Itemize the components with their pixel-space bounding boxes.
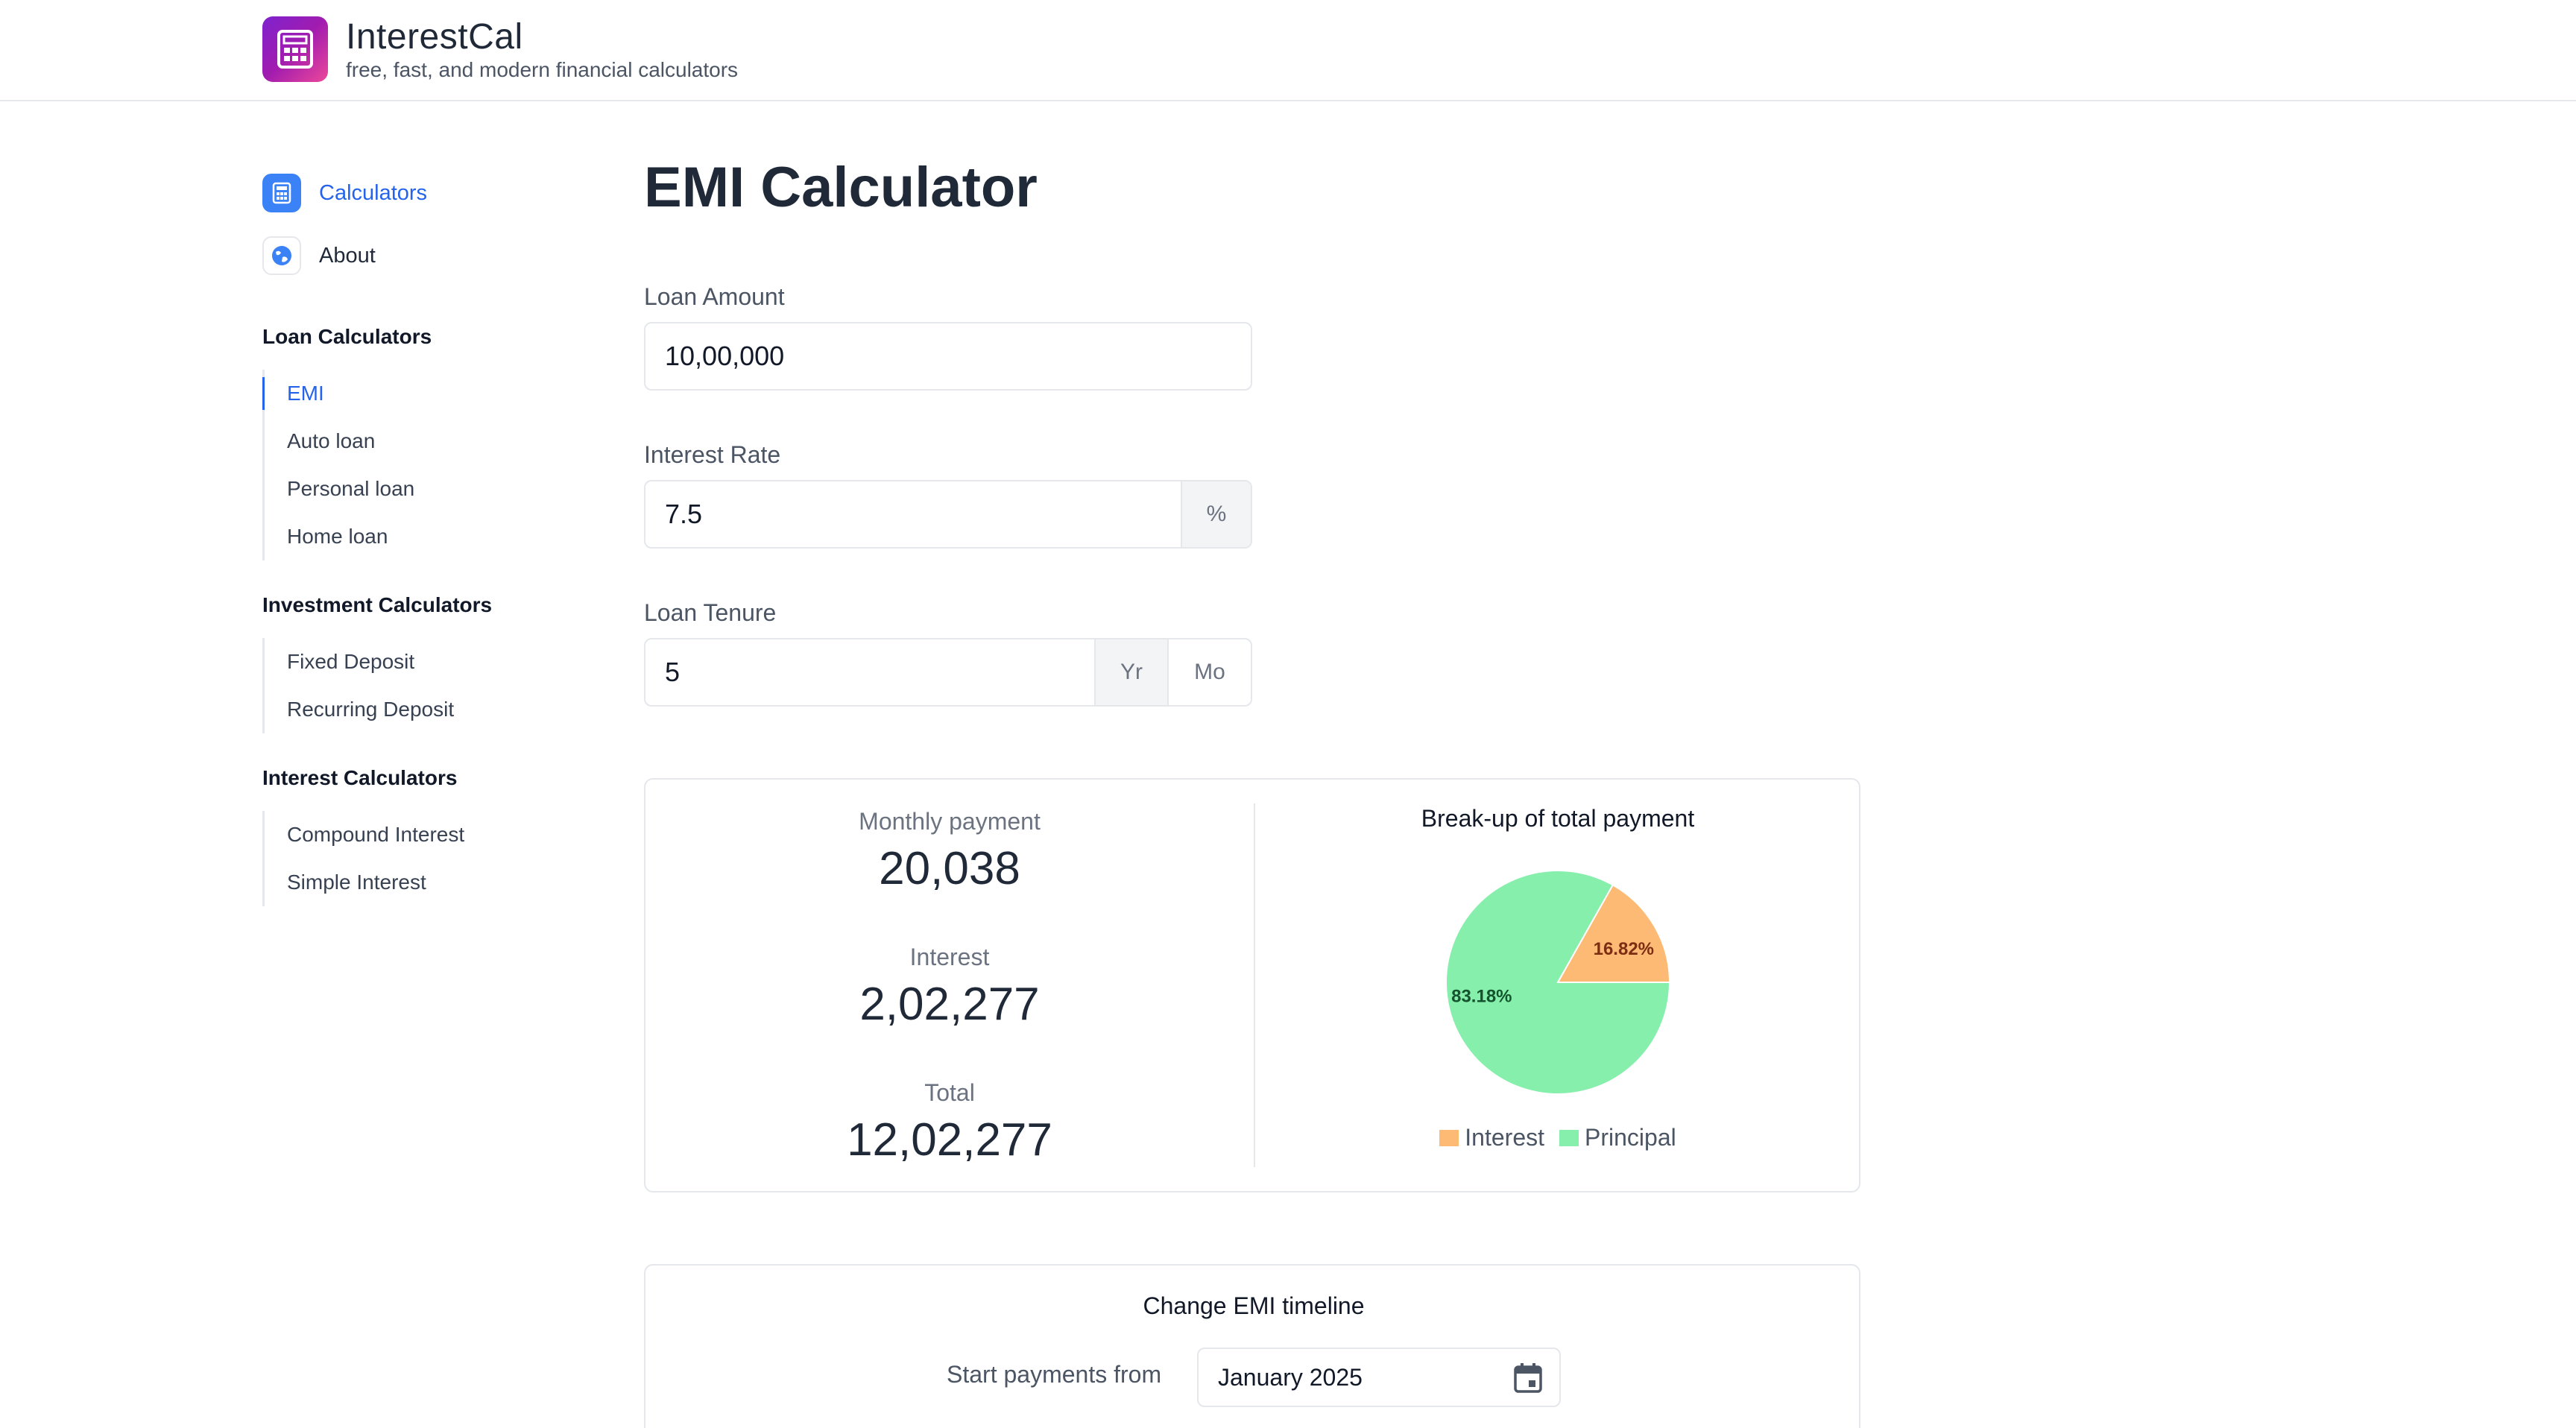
tenure-year-toggle[interactable]: Yr bbox=[1094, 639, 1167, 705]
sidebar-item-simple-interest[interactable]: Simple Interest bbox=[287, 871, 426, 894]
loan-amount-field[interactable]: 10,00,000 bbox=[644, 322, 1252, 391]
sidebar-item-calculators[interactable]: Calculators bbox=[262, 172, 427, 214]
section-heading-interest: Interest Calculators bbox=[262, 766, 458, 789]
legend-swatch-interest bbox=[1439, 1129, 1459, 1146]
results-card: Monthly payment 20,038 Interest 2,02,277… bbox=[644, 778, 1860, 1192]
interest-calculators-list: Compound Interest Simple Interest bbox=[262, 811, 464, 906]
chart-title: Break-up of total payment bbox=[1421, 805, 1695, 832]
brand-title[interactable]: InterestCal bbox=[346, 17, 523, 57]
investment-calculators-list: Fixed Deposit Recurring Deposit bbox=[262, 638, 454, 733]
monthly-payment-label: Monthly payment bbox=[859, 808, 1041, 835]
interest-rate-input[interactable]: 7.5 bbox=[665, 499, 703, 529]
interest-rate-label: Interest Rate bbox=[644, 441, 781, 468]
chart-legend: Interest Principal bbox=[1254, 1124, 1862, 1151]
results-summary: Monthly payment 20,038 Interest 2,02,277… bbox=[645, 780, 1254, 1191]
timeline-card: Change EMI timeline Start payments from … bbox=[644, 1264, 1860, 1428]
pie-slice-interest[interactable] bbox=[1556, 884, 1671, 983]
calendar-icon[interactable] bbox=[1513, 1362, 1543, 1400]
sidebar-item-auto-loan[interactable]: Auto loan bbox=[287, 429, 376, 452]
start-payments-label: Start payments from bbox=[947, 1361, 1162, 1388]
interest-rate-field[interactable]: 7.5 % bbox=[644, 480, 1252, 549]
legend-swatch-principal bbox=[1559, 1129, 1579, 1146]
sidebar-item-personal-loan[interactable]: Personal loan bbox=[287, 477, 415, 500]
sidebar-item-compound-interest[interactable]: Compound Interest bbox=[287, 823, 465, 846]
timeline-title: Change EMI timeline bbox=[1143, 1292, 1365, 1319]
interest-label: Interest bbox=[909, 944, 990, 970]
page-title: EMI Calculator bbox=[644, 156, 1038, 219]
app-logo-icon[interactable] bbox=[262, 16, 328, 82]
monthly-payment-value: 20,038 bbox=[879, 843, 1020, 894]
total-value: 12,02,277 bbox=[847, 1114, 1052, 1166]
pie-chart-svg: 16.82% 83.18% bbox=[1445, 870, 1671, 1095]
section-heading-investment: Investment Calculators bbox=[262, 593, 493, 616]
loan-amount-label: Loan Amount bbox=[644, 283, 785, 310]
interest-value: 2,02,277 bbox=[859, 979, 1040, 1030]
pie-slice-principal[interactable] bbox=[1445, 870, 1671, 1095]
globe-icon bbox=[262, 236, 301, 275]
legend-item-interest[interactable]: Interest bbox=[1439, 1124, 1544, 1151]
total-label: Total bbox=[924, 1079, 975, 1106]
percent-suffix: % bbox=[1181, 481, 1251, 547]
legend-item-principal[interactable]: Principal bbox=[1559, 1124, 1676, 1151]
pie-chart: 16.82% 83.18% bbox=[1443, 868, 1673, 1101]
tenure-month-toggle[interactable]: Mo bbox=[1167, 639, 1251, 705]
section-heading-loan: Loan Calculators bbox=[262, 325, 432, 348]
loan-tenure-label: Loan Tenure bbox=[644, 599, 777, 626]
start-date-picker[interactable]: January 2025 bbox=[1197, 1348, 1561, 1407]
brand-tagline: free, fast, and modern financial calcula… bbox=[346, 58, 739, 81]
sidebar-item-recurring-deposit[interactable]: Recurring Deposit bbox=[287, 698, 455, 721]
start-date-value: January 2025 bbox=[1218, 1363, 1363, 1391]
sidebar-item-label: About bbox=[319, 243, 376, 268]
loan-calculators-list: EMI Auto loan Personal loan Home loan bbox=[262, 370, 414, 560]
legend-label: Principal bbox=[1585, 1124, 1676, 1151]
legend-label: Interest bbox=[1465, 1124, 1544, 1151]
app-header: InterestCal free, fast, and modern finan… bbox=[0, 0, 2576, 101]
sidebar-item-emi[interactable]: EMI bbox=[262, 370, 414, 417]
sidebar-item-about[interactable]: About bbox=[262, 235, 376, 277]
loan-tenure-field[interactable]: 5 Yr Mo bbox=[644, 638, 1252, 707]
results-divider bbox=[1254, 803, 1255, 1167]
calculator-icon bbox=[262, 174, 301, 212]
pie-label-interest: 16.82% bbox=[1594, 939, 1654, 959]
loan-amount-input[interactable]: 10,00,000 bbox=[665, 341, 785, 371]
sidebar-item-fixed-deposit[interactable]: Fixed Deposit bbox=[287, 650, 415, 673]
pie-label-principal: 83.18% bbox=[1451, 986, 1512, 1006]
loan-tenure-input[interactable]: 5 bbox=[665, 657, 681, 687]
sidebar-item-label: Calculators bbox=[319, 180, 428, 205]
sidebar-item-home-loan[interactable]: Home loan bbox=[287, 525, 388, 548]
